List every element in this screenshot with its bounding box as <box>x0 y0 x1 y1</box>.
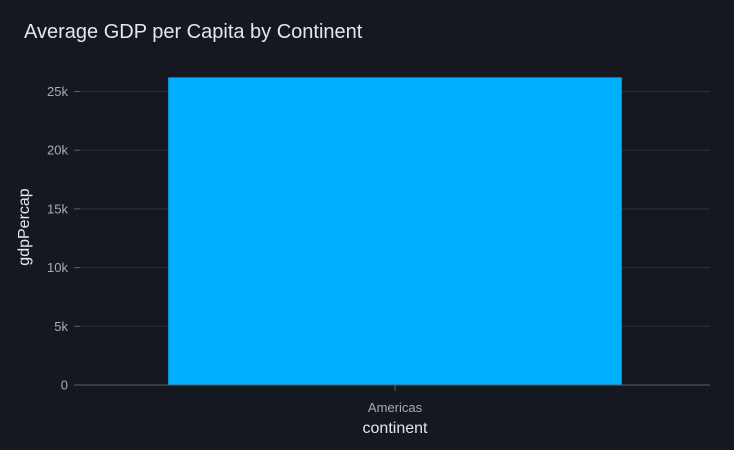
y-tick-label: 15k <box>47 201 68 216</box>
y-axis-title: gdpPercap <box>16 188 33 265</box>
y-tick-label: 0 <box>61 378 68 393</box>
y-tick-label: 5k <box>54 319 68 334</box>
y-tick-label: 25k <box>47 84 68 99</box>
x-axis-title: continent <box>363 420 428 437</box>
x-tick-label: Americas <box>368 400 423 415</box>
y-tick-label: 10k <box>47 260 68 275</box>
y-tick-label: 20k <box>47 143 68 158</box>
chart-title: Average GDP per Capita by Continent <box>24 21 363 43</box>
bar-americas[interactable] <box>168 77 622 386</box>
bars <box>168 77 622 386</box>
y-tick-labels: 0 5k 10k 15k 20k 25k <box>47 84 80 393</box>
x-tick-labels: Americas <box>368 385 423 415</box>
